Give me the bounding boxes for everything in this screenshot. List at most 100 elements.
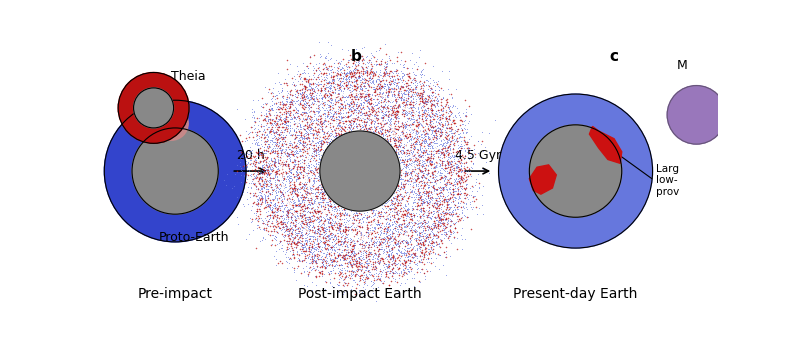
Point (394, 97, 407, 103)
Point (466, 160, 479, 165)
Point (379, 224, 392, 229)
Point (358, 82, 370, 88)
Point (422, 224, 435, 230)
Point (290, 143, 302, 149)
Point (351, 76, 364, 82)
Point (360, 255, 373, 260)
Point (389, 94, 402, 100)
Point (373, 89, 386, 94)
Point (302, 142, 315, 147)
Point (319, 224, 332, 229)
Point (306, 117, 318, 122)
Point (422, 78, 434, 84)
Point (460, 109, 473, 115)
Point (334, 209, 346, 214)
Point (392, 221, 405, 226)
Point (434, 172, 446, 178)
Point (363, 106, 376, 112)
Point (449, 206, 462, 211)
Point (300, 94, 313, 100)
Point (445, 180, 458, 186)
Point (370, 277, 382, 282)
Point (344, 240, 357, 245)
Point (366, 232, 379, 237)
Point (337, 226, 350, 232)
Point (429, 251, 442, 257)
Point (313, 244, 326, 250)
Point (306, 125, 318, 131)
Point (301, 268, 314, 274)
Point (275, 88, 288, 94)
Point (396, 187, 409, 192)
Point (271, 199, 284, 204)
Point (282, 177, 294, 182)
Point (426, 237, 438, 242)
Point (406, 133, 418, 139)
Point (326, 75, 339, 80)
Point (359, 250, 372, 256)
Point (371, 260, 384, 265)
Point (322, 233, 334, 239)
Point (414, 146, 426, 151)
Point (278, 196, 290, 202)
Point (396, 208, 409, 213)
Point (293, 95, 306, 101)
Point (308, 98, 321, 103)
Point (422, 256, 434, 262)
Point (409, 151, 422, 156)
Point (259, 100, 272, 105)
Point (328, 208, 341, 214)
Point (422, 207, 435, 213)
Point (391, 228, 404, 234)
Point (290, 125, 302, 131)
Point (303, 250, 316, 255)
Point (312, 170, 325, 176)
Point (345, 224, 358, 229)
Point (321, 98, 334, 103)
Point (386, 198, 399, 204)
Point (386, 125, 398, 131)
Point (302, 138, 315, 143)
Point (406, 200, 419, 205)
Point (408, 219, 421, 224)
Point (408, 164, 421, 169)
Point (422, 232, 435, 237)
Point (271, 152, 284, 157)
Point (371, 61, 384, 67)
Point (425, 158, 438, 164)
Point (367, 96, 380, 101)
Circle shape (530, 125, 622, 217)
Point (345, 271, 358, 277)
Point (438, 211, 450, 216)
Point (414, 218, 427, 223)
Point (348, 233, 361, 239)
Point (329, 204, 342, 209)
Point (409, 142, 422, 147)
Point (359, 254, 372, 260)
Point (434, 193, 446, 199)
Point (302, 149, 315, 154)
Point (279, 101, 292, 107)
Point (401, 109, 414, 115)
Point (359, 234, 372, 239)
Point (291, 107, 304, 112)
Point (331, 68, 344, 73)
Point (419, 237, 432, 242)
Point (270, 127, 283, 132)
Point (404, 116, 417, 121)
Point (415, 219, 428, 224)
Point (447, 189, 460, 195)
Point (389, 257, 402, 262)
Point (362, 71, 375, 76)
Point (407, 219, 420, 225)
Point (325, 223, 338, 228)
Point (333, 132, 346, 137)
Point (441, 97, 454, 102)
Point (418, 242, 430, 248)
Point (375, 114, 388, 120)
Point (342, 124, 355, 130)
Point (419, 235, 432, 240)
Point (282, 231, 294, 236)
Point (294, 122, 306, 128)
Point (294, 240, 307, 246)
